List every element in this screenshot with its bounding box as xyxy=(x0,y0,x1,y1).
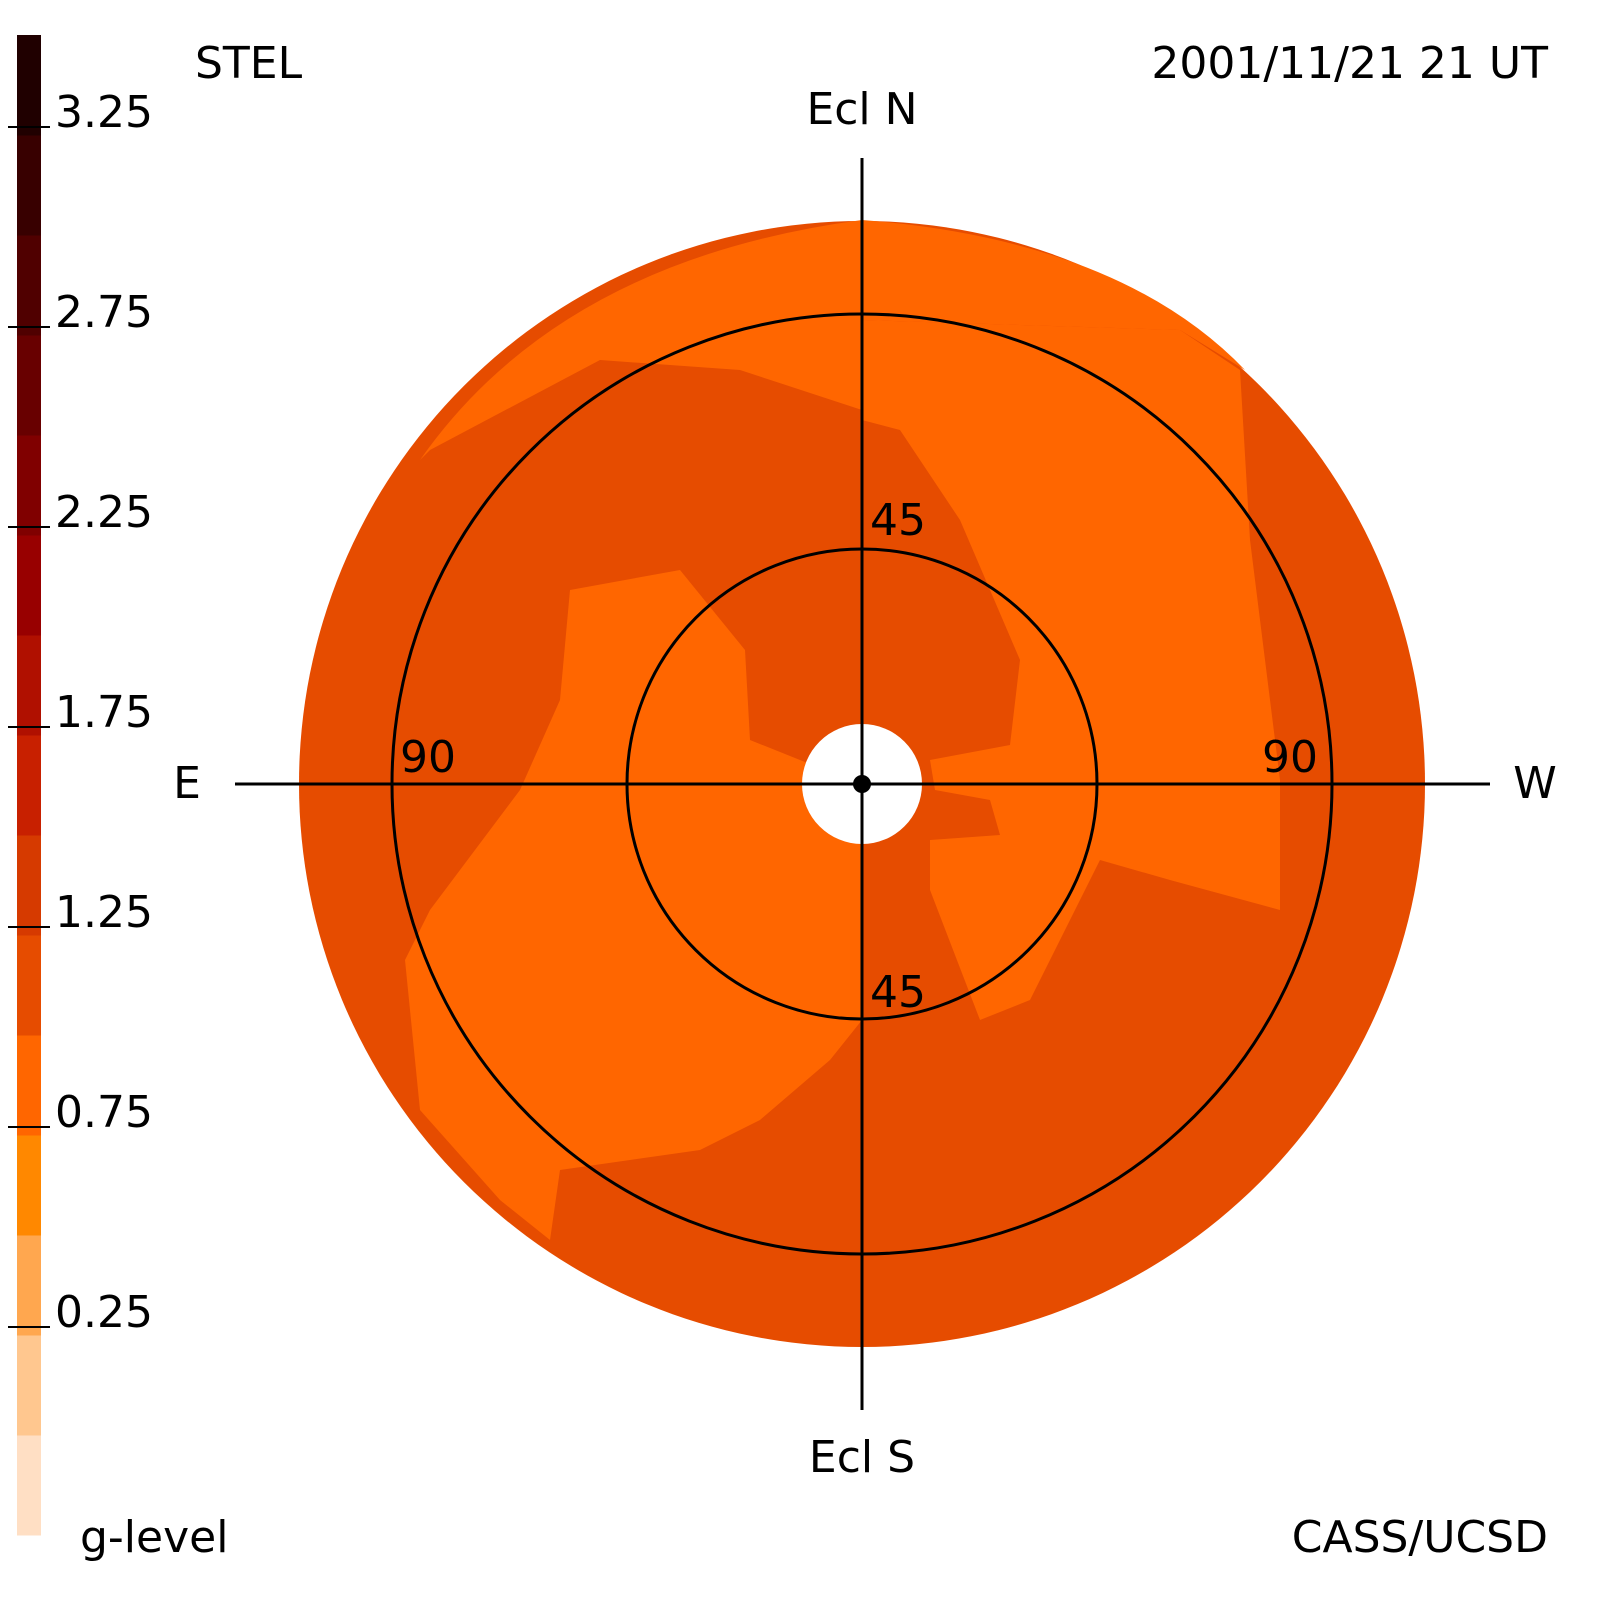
ring-label: 45 xyxy=(870,967,926,1018)
map-region xyxy=(420,220,1245,460)
title: STEL xyxy=(195,38,303,89)
direction-label: E xyxy=(173,758,201,809)
colorbar-tick-label: 0.75 xyxy=(55,1087,153,1138)
colorbar-tick-label: 2.75 xyxy=(55,287,153,338)
direction-label: W xyxy=(1513,758,1557,809)
colorbar-tick-label: 3.25 xyxy=(55,87,153,138)
colorbar-swatch xyxy=(17,935,41,1036)
elongation-ring xyxy=(390,312,1334,1256)
sun-center xyxy=(853,775,871,793)
ring-label: 90 xyxy=(400,732,456,783)
sky-map xyxy=(235,158,1490,1410)
ring-label: 90 xyxy=(1262,732,1318,783)
direction-label: Ecl S xyxy=(809,1432,915,1483)
colorbar-swatch xyxy=(17,1435,41,1536)
colorbar-tick-label: 0.25 xyxy=(55,1287,153,1338)
colorbar-swatch xyxy=(17,135,41,236)
colorbar-swatch xyxy=(17,1235,41,1336)
colorbar-swatch xyxy=(17,235,41,336)
map-region xyxy=(862,320,1280,1020)
colorbar: 0.25 0.75 1.25 1.75 2.25 2.75 3.25 xyxy=(8,35,153,1536)
colorbar-swatch xyxy=(17,1135,41,1236)
colorbar-swatch xyxy=(17,535,41,636)
map-region xyxy=(405,570,862,1240)
colorbar-swatch xyxy=(17,435,41,536)
ring-label: 45 xyxy=(870,495,926,546)
colorbar-swatch xyxy=(17,635,41,736)
colorbar-tick-label: 1.25 xyxy=(55,887,153,938)
colorbar-swatch xyxy=(17,1035,41,1136)
colorbar-swatch xyxy=(17,335,41,436)
colorbar-label: g-level xyxy=(80,1512,228,1563)
colorbar-swatch xyxy=(17,835,41,936)
colorbar-swatch xyxy=(17,1335,41,1436)
colorbar-tick-label: 1.75 xyxy=(55,687,153,738)
colorbar-swatch xyxy=(17,35,41,136)
elongation-rings: 45 45 90 90 xyxy=(390,312,1334,1256)
elongation-ring xyxy=(625,547,1099,1021)
direction-label: Ecl N xyxy=(806,84,917,135)
colorbar-swatch xyxy=(17,735,41,836)
credit: CASS/UCSD xyxy=(1292,1512,1548,1563)
timestamp: 2001/11/21 21 UT xyxy=(1151,38,1548,89)
colorbar-tick-label: 2.25 xyxy=(55,487,153,538)
